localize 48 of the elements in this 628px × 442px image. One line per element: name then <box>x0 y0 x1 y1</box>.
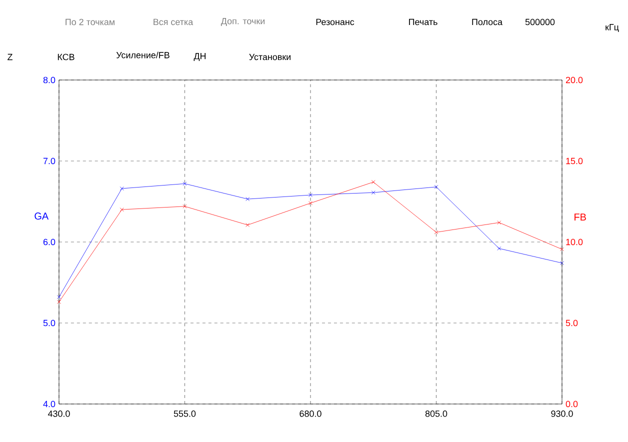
text: Установки <box>249 54 290 60</box>
point <box>120 186 124 190</box>
point <box>371 180 376 184</box>
y-tick-label: 5.0 <box>43 320 56 326</box>
point <box>120 208 124 212</box>
x-tick-label: 430.0 <box>48 410 70 417</box>
point <box>246 197 250 202</box>
text: 500000 <box>525 18 555 26</box>
text: ДН <box>194 53 206 61</box>
point <box>182 204 187 208</box>
text: КСВ <box>58 54 74 60</box>
y2-tick-label: 10.0 <box>566 238 583 246</box>
text: По 2 точкам <box>66 18 114 26</box>
point <box>308 193 312 197</box>
y-tick-label: 7.0 <box>43 158 56 164</box>
text: Полоса <box>472 18 503 26</box>
text: Вся сетка <box>154 18 194 26</box>
point <box>560 261 564 266</box>
point <box>182 182 187 186</box>
y2-tick-label: 5.0 <box>566 320 578 326</box>
point <box>371 190 376 195</box>
x-tick-label: 680.0 <box>300 410 322 417</box>
y2-axis-title: FB <box>574 214 586 220</box>
y2-tick-label: 20.0 <box>566 76 583 84</box>
x-tick-label: 555.0 <box>174 410 196 417</box>
point <box>57 300 61 304</box>
y2-tick-label: 0.0 <box>566 400 578 408</box>
y-tick-label: 4.0 <box>43 400 56 408</box>
text: Печать <box>409 18 438 26</box>
x-tick-label: 930.0 <box>551 410 573 417</box>
text: Резонанс <box>316 18 354 26</box>
point <box>560 247 564 252</box>
y-axis-title: GA <box>34 212 49 220</box>
text: кГц <box>606 24 619 32</box>
point <box>434 184 438 189</box>
text: Z <box>8 54 12 60</box>
x-tick-label: 805.0 <box>425 410 448 417</box>
point <box>497 246 502 250</box>
y2-tick-label: 15.0 <box>566 158 583 164</box>
point <box>308 201 312 206</box>
point <box>57 295 61 300</box>
text: Усиление/FB <box>116 52 170 58</box>
point <box>246 223 250 227</box>
point <box>497 220 502 225</box>
y-tick-label: 6.0 <box>43 238 56 246</box>
text: Доп. точки <box>220 18 265 26</box>
y-tick-label: 8.0 <box>43 76 56 84</box>
point <box>434 230 438 234</box>
